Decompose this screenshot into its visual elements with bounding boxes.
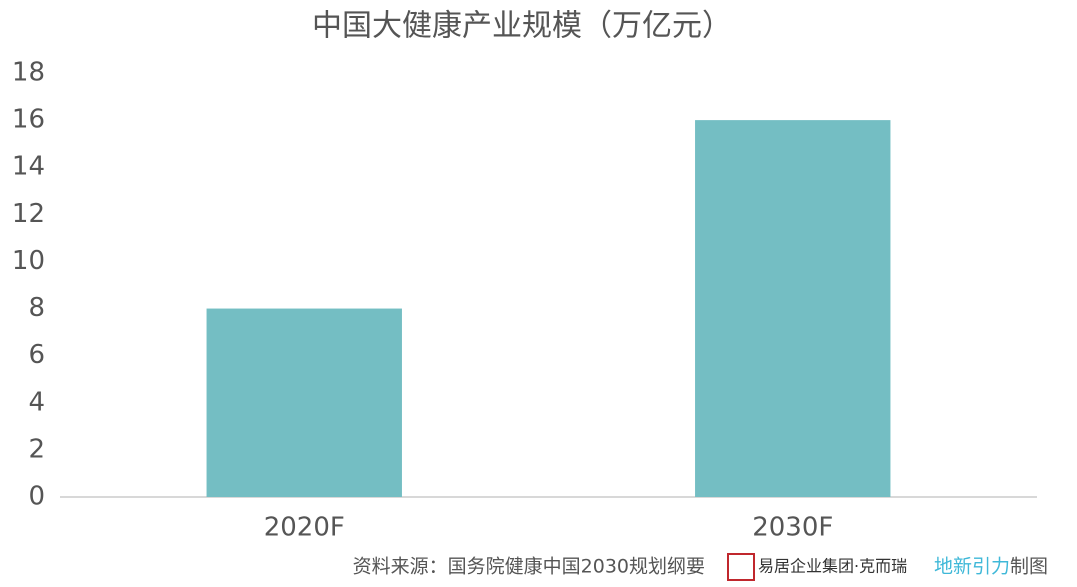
x-tick-label: 2030F — [752, 513, 833, 543]
bar — [206, 308, 402, 497]
y-tick-label: 2 — [28, 434, 45, 464]
y-tick-label: 12 — [12, 199, 45, 229]
y-tick-label: 6 — [28, 340, 45, 370]
source-note: 资料来源：国务院健康中国2030规划纲要 — [353, 556, 705, 578]
y-tick-label: 0 — [28, 482, 45, 512]
y-tick-label: 14 — [12, 152, 45, 182]
footer-suffix: 制图 — [1010, 556, 1048, 578]
brand-text: 地新引力 — [934, 556, 1010, 578]
y-tick-label: 4 — [28, 387, 45, 417]
y-tick-label: 10 — [12, 246, 45, 276]
logo-text: 易居企业集团·克而瑞 — [758, 557, 907, 576]
logo-icon — [727, 553, 755, 581]
bar — [695, 120, 891, 497]
y-tick-label: 18 — [12, 58, 45, 88]
chart-title: 中国大健康产业规模（万亿元） — [312, 9, 732, 44]
x-tick-label: 2020F — [264, 513, 345, 543]
y-tick-label: 8 — [28, 293, 45, 323]
y-tick-label: 16 — [12, 105, 45, 135]
